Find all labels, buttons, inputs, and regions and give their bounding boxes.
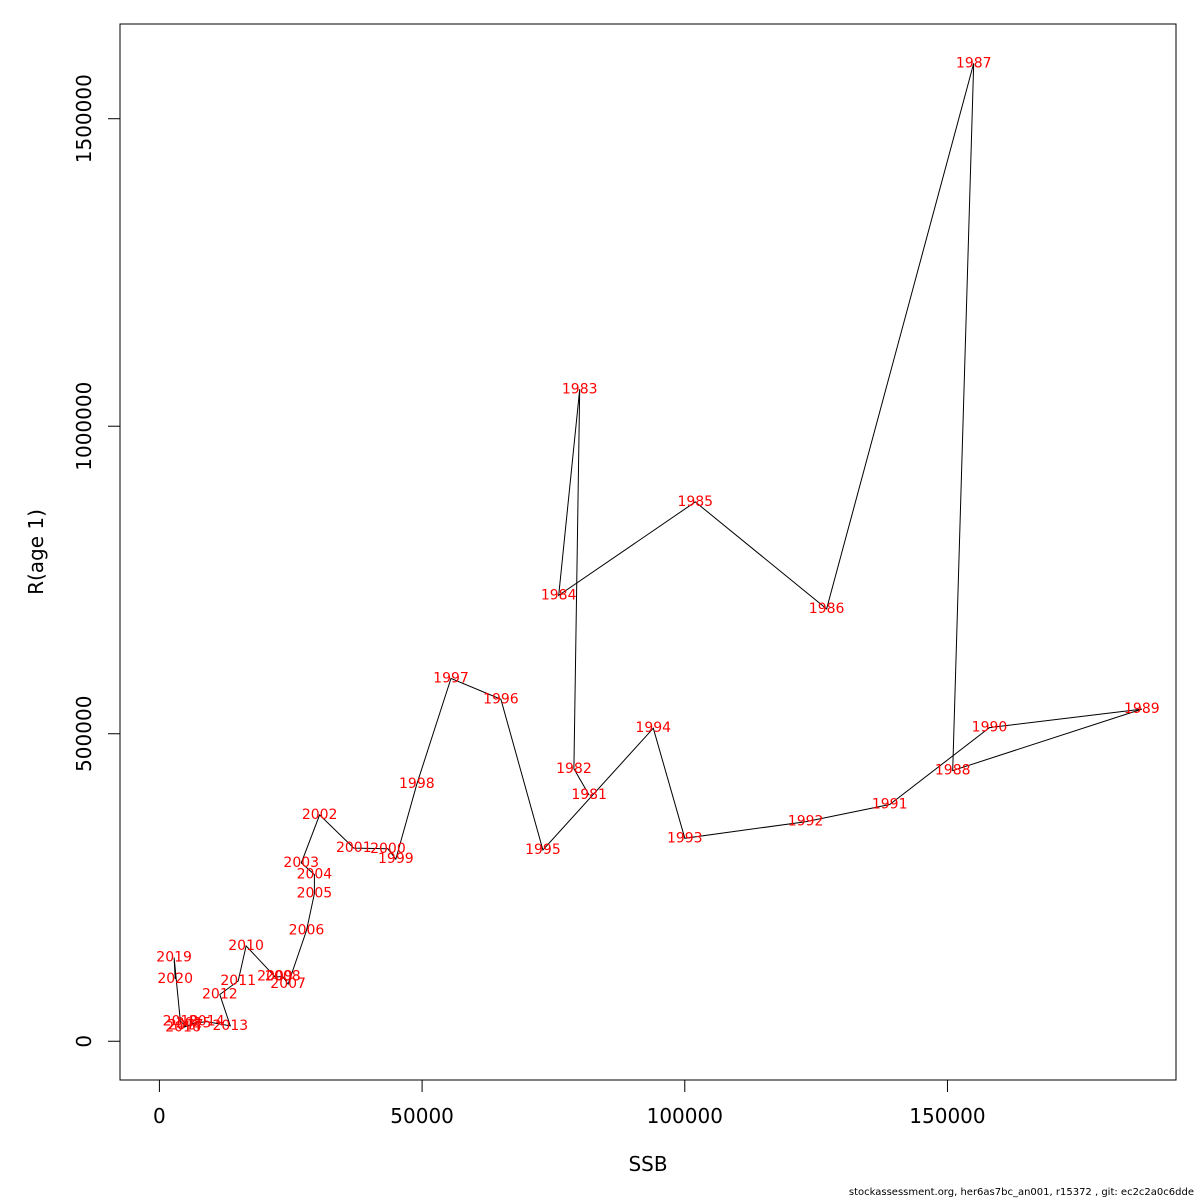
point-label-1994: 1994 [635, 720, 671, 736]
point-label-1993: 1993 [667, 830, 703, 846]
series-line-group [173, 63, 1143, 1029]
point-label-2013: 2013 [213, 1018, 249, 1034]
point-label-2005: 2005 [297, 886, 333, 902]
point-label-1999: 1999 [378, 851, 414, 867]
point-label-2012: 2012 [202, 987, 238, 1003]
point-label-2003: 2003 [283, 855, 319, 871]
point-label-2019: 2019 [156, 950, 192, 966]
x-axis: 0 50000 100000 150000 [153, 1079, 986, 1128]
point-label-2020: 2020 [157, 971, 193, 987]
point-label-1989: 1989 [1124, 701, 1160, 717]
y-tick-label-0: 0 [72, 1035, 96, 1048]
y-tick-label-500000: 500000 [72, 696, 96, 772]
point-label-1991: 1991 [872, 796, 908, 812]
x-tick-label-50000: 50000 [390, 1104, 454, 1128]
y-tick-label-1000000: 1000000 [72, 382, 96, 471]
x-tick-label-100000: 100000 [647, 1104, 723, 1128]
point-label-1985: 1985 [677, 494, 713, 510]
point-label-2006: 2006 [289, 923, 325, 939]
point-label-2014: 2014 [189, 1014, 225, 1030]
point-label-1983: 1983 [562, 381, 598, 397]
x-axis-label: SSB [628, 1152, 667, 1176]
point-label-1992: 1992 [788, 814, 824, 830]
point-label-2016: 2016 [165, 1020, 201, 1036]
plot-frame [119, 23, 1177, 1081]
point-label-1997: 1997 [433, 670, 469, 686]
point-label-1981: 1981 [571, 787, 607, 803]
point-label-2010: 2010 [228, 938, 264, 954]
footer-credit: stockassessment.org, her6as7bc_an001, r1… [848, 1187, 1194, 1198]
point-label-2001: 2001 [336, 840, 372, 856]
point-label-1984: 1984 [541, 587, 577, 603]
point-label-1995: 1995 [525, 842, 561, 858]
point-label-1990: 1990 [972, 720, 1008, 736]
point-label-2018: 2018 [163, 1014, 199, 1030]
y-axis-label: R(age 1) [24, 509, 48, 595]
point-label-2015: 2015 [176, 1015, 212, 1031]
y-tick-label-1500000: 1500000 [72, 74, 96, 163]
point-label-1982: 1982 [556, 761, 592, 777]
point-label-2009: 2009 [257, 969, 293, 985]
series-line [173, 63, 1143, 1029]
x-tick-label-0: 0 [153, 1104, 166, 1128]
point-label-1986: 1986 [809, 601, 845, 617]
y-axis: 0 500000 1000000 1500000 [72, 74, 121, 1048]
point-label-2004: 2004 [297, 867, 333, 883]
point-label-2002: 2002 [302, 807, 338, 823]
point-label-2007: 2007 [270, 976, 306, 992]
point-labels-group: 1981 1982 1983 1984 1985 1986 1987 1988 1989 1990… [156, 55, 1159, 1035]
point-label-1987: 1987 [956, 55, 992, 71]
x-tick-label-150000: 150000 [909, 1104, 985, 1128]
point-label-2011: 2011 [220, 973, 256, 989]
point-label-2008: 2008 [265, 969, 301, 985]
point-label-1998: 1998 [399, 776, 435, 792]
point-label-1996: 1996 [483, 691, 519, 707]
point-label-1988: 1988 [935, 763, 971, 779]
point-label-2017: 2017 [168, 1017, 204, 1033]
point-label-2000: 2000 [370, 841, 406, 857]
